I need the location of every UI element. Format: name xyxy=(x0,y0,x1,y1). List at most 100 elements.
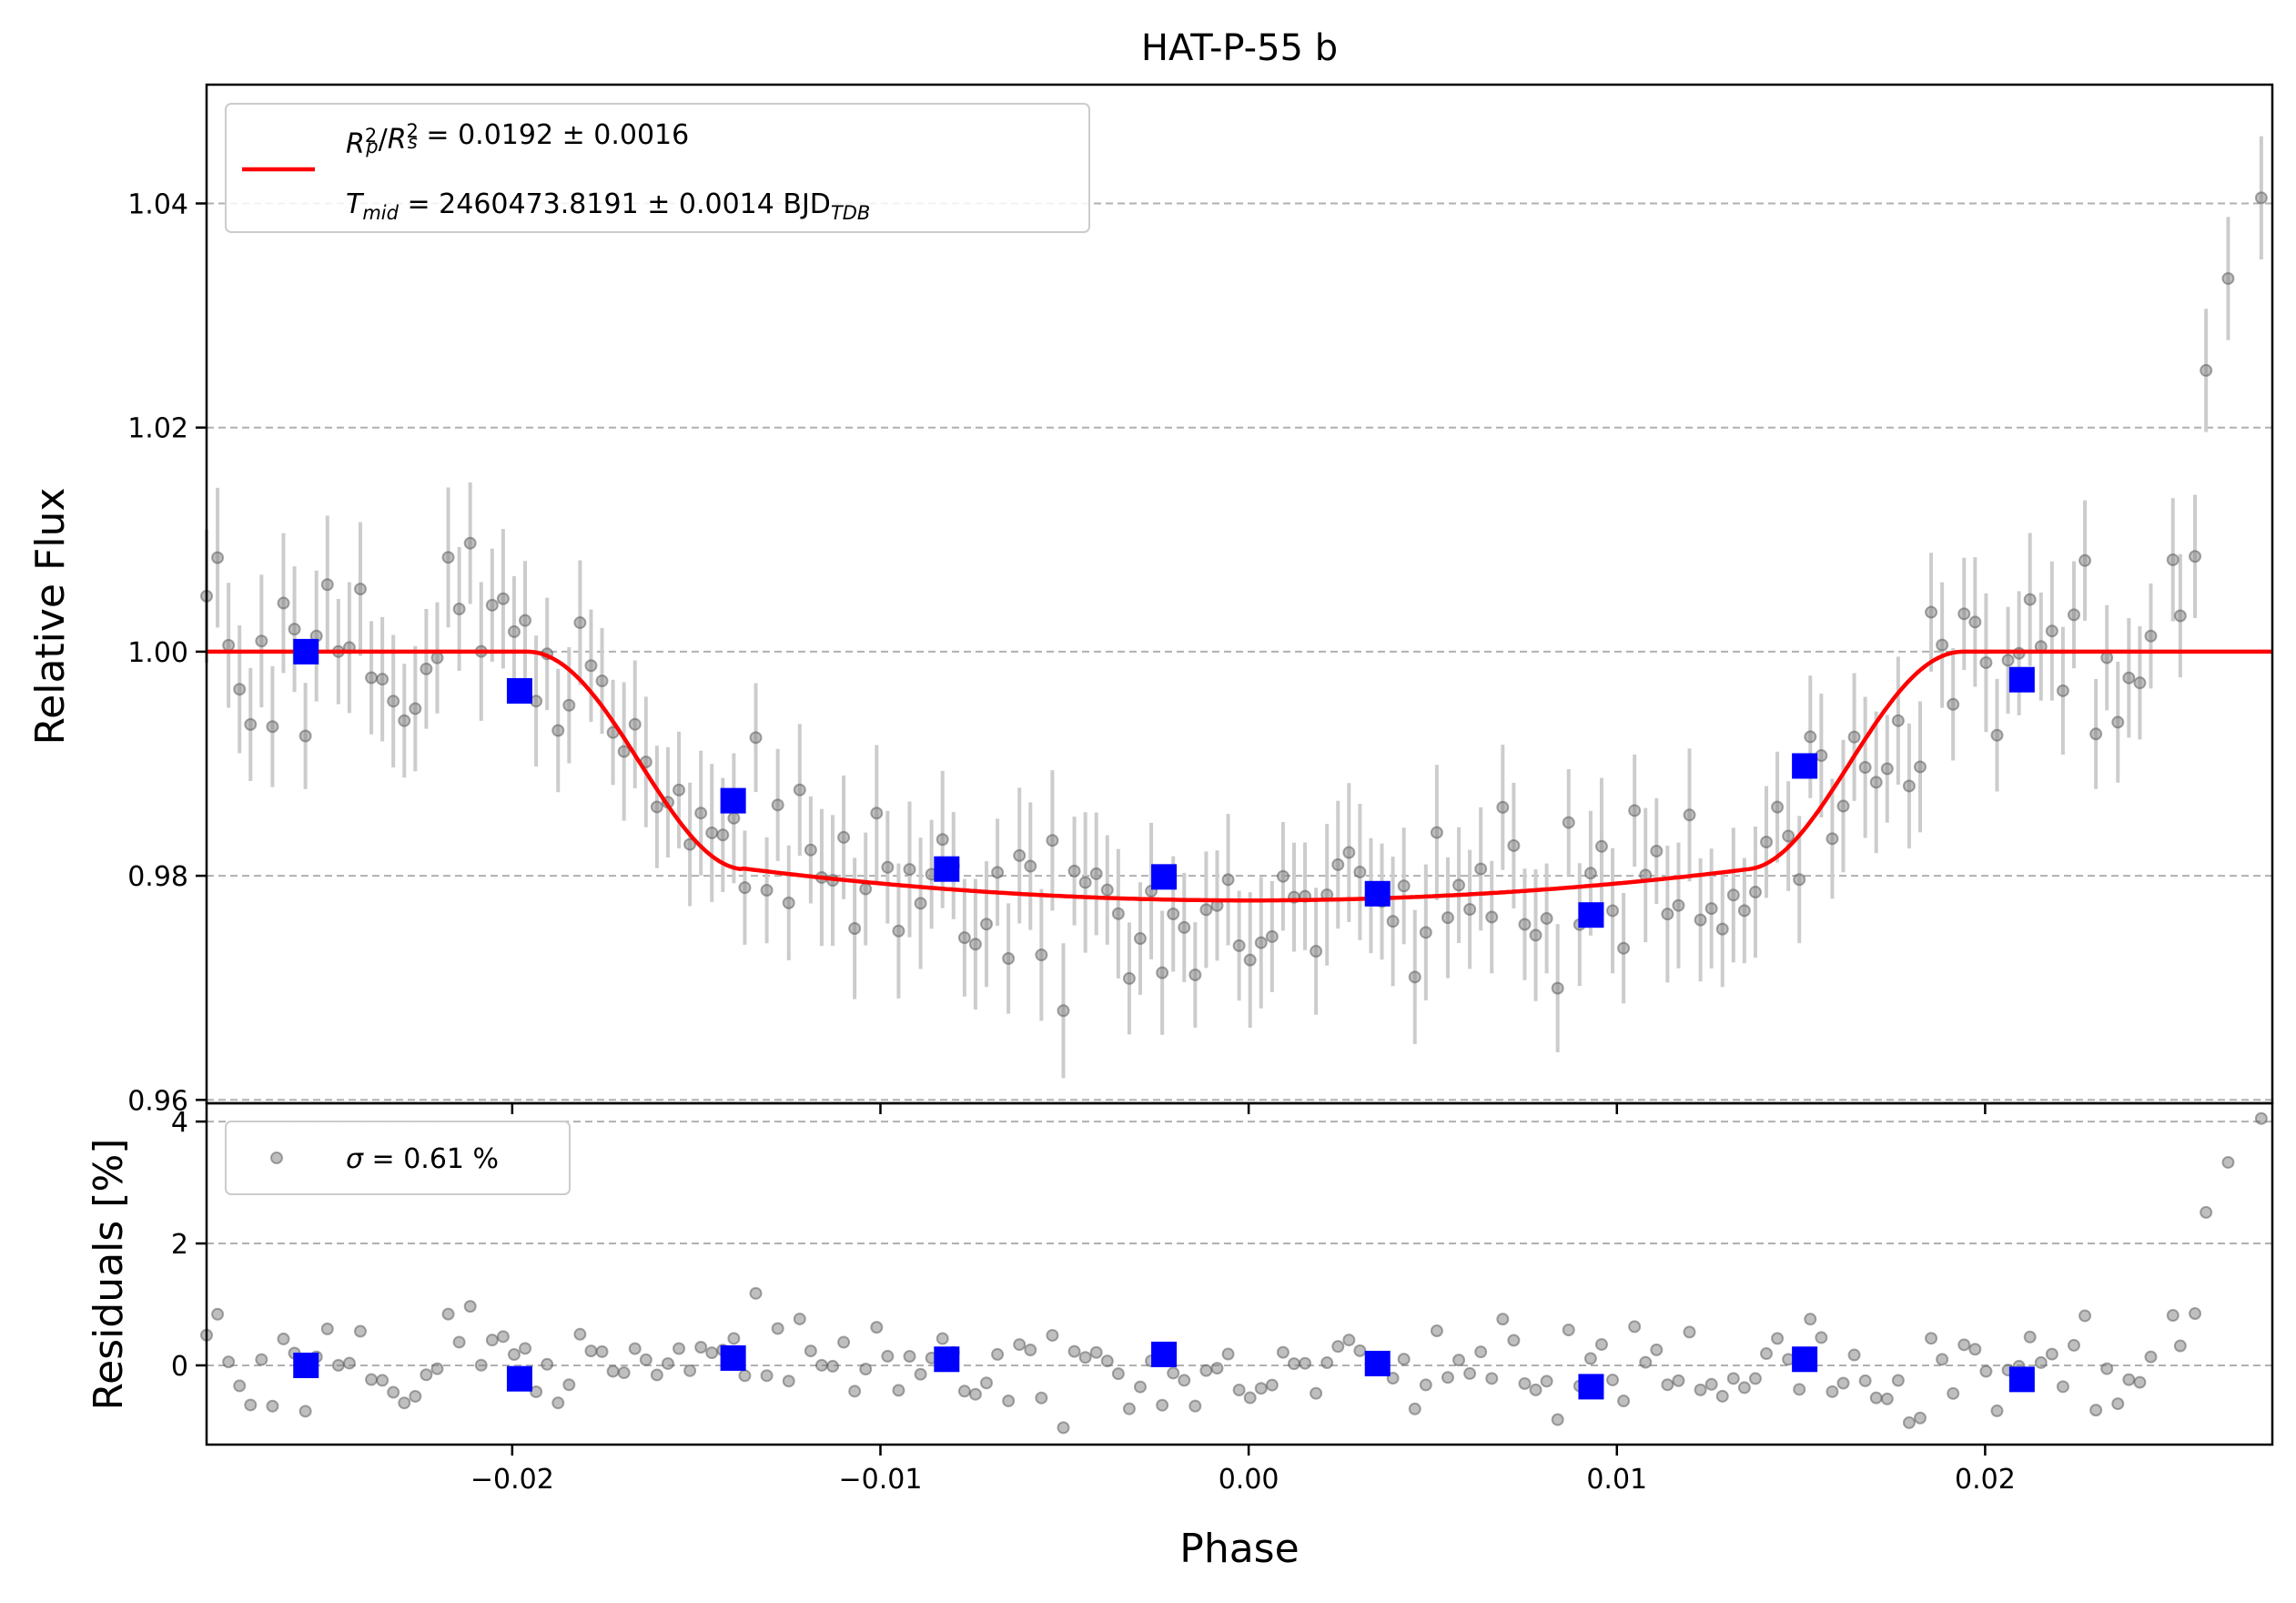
residual-point xyxy=(2221,1155,2235,1169)
residual-point xyxy=(980,1376,994,1390)
x-tick-label: 0.01 xyxy=(1586,1464,1647,1496)
residual-point xyxy=(1551,1413,1564,1426)
residual-point xyxy=(1111,1367,1125,1381)
flux-binned-marker xyxy=(1792,753,1818,779)
flux-point xyxy=(1353,865,1367,878)
flux-point xyxy=(519,614,532,627)
residual-point xyxy=(1858,1374,1872,1387)
flux-points xyxy=(200,191,2268,1018)
flux-point xyxy=(1880,762,1894,776)
flux-point xyxy=(1002,952,1016,966)
residual-point xyxy=(1188,1399,1202,1413)
flux-point xyxy=(980,918,994,931)
flux-point xyxy=(595,675,609,688)
residual-point xyxy=(1968,1343,1982,1356)
residual-point xyxy=(409,1389,422,1403)
residuals-legend: σ = 0.61 % xyxy=(225,1121,571,1195)
residual-point xyxy=(1067,1344,1081,1358)
flux-point xyxy=(628,717,642,731)
residual-point xyxy=(1979,1365,1993,1378)
residual-point xyxy=(1035,1391,1048,1405)
flux-y-tick-label: 0.96 xyxy=(127,1085,188,1117)
flux-point xyxy=(2200,363,2213,377)
residual-point xyxy=(1133,1380,1147,1394)
flux-point xyxy=(1342,846,1356,859)
residual-point xyxy=(1221,1347,1235,1361)
residual-point xyxy=(914,1367,927,1381)
residual-point xyxy=(1726,1372,1740,1385)
flux-point xyxy=(1936,638,1949,652)
flux-point xyxy=(1913,760,1927,774)
flux-point xyxy=(420,662,433,675)
residual-point xyxy=(1353,1344,1367,1357)
flux-point xyxy=(1089,867,1103,880)
flux-point xyxy=(1441,911,1454,925)
residual-point xyxy=(2111,1397,2125,1411)
residual-point xyxy=(474,1358,488,1372)
residual-point xyxy=(551,1396,565,1410)
flux-point xyxy=(430,651,444,665)
residual-point xyxy=(606,1365,620,1378)
residual-binned-marker xyxy=(1792,1346,1818,1373)
residual-point xyxy=(903,1350,916,1364)
flux-point xyxy=(1496,800,1510,814)
flux-point xyxy=(1617,941,1631,955)
x-tick-label: 0.02 xyxy=(1955,1464,2016,1496)
flux-point xyxy=(1133,932,1147,946)
residual-point xyxy=(2133,1375,2147,1389)
flux-point xyxy=(562,698,576,712)
flux-point xyxy=(1243,953,1257,967)
residual-point xyxy=(1562,1324,1575,1337)
flux-point xyxy=(2189,550,2202,563)
flux-point xyxy=(1540,911,1553,925)
flux-point xyxy=(1606,904,1620,918)
residual-point xyxy=(673,1342,686,1355)
flux-point xyxy=(2089,727,2103,741)
residual-point xyxy=(211,1307,225,1321)
residual-point xyxy=(485,1334,499,1347)
residual-point xyxy=(705,1346,719,1360)
flux-point xyxy=(617,745,631,758)
residual-point xyxy=(1661,1378,1674,1392)
residual-point xyxy=(628,1342,642,1355)
residual-point xyxy=(1540,1375,1553,1388)
flux-point xyxy=(1815,749,1828,763)
residuals-binned-points xyxy=(293,1341,2035,1400)
flux-point xyxy=(298,729,312,743)
residual-point xyxy=(2023,1330,2037,1344)
flux-point xyxy=(1276,869,1290,883)
residual-point xyxy=(1990,1404,2004,1417)
flux-point xyxy=(738,881,752,895)
flux-point xyxy=(365,671,379,685)
residual-binned-marker xyxy=(720,1344,746,1371)
flux-point xyxy=(1232,938,1246,952)
flux-point xyxy=(376,673,389,686)
residual-point xyxy=(244,1398,258,1412)
residual-point xyxy=(1265,1378,1279,1392)
residual-point xyxy=(1299,1356,1312,1370)
flux-binned-marker xyxy=(1151,864,1178,890)
y-axis-label-flux: Relative Flux xyxy=(27,488,74,746)
flux-point xyxy=(1199,903,1213,917)
flux-point xyxy=(244,717,258,731)
residual-point xyxy=(519,1342,532,1355)
legend-residual-marker xyxy=(270,1152,283,1164)
residual-point xyxy=(1419,1378,1432,1392)
residual-point xyxy=(782,1375,795,1388)
residual-point xyxy=(1002,1394,1016,1407)
residual-point xyxy=(2100,1362,2114,1375)
flux-point xyxy=(749,731,763,745)
flux-point xyxy=(1156,966,1169,979)
legend-depth-label: R2p/R2s = 0.0192 ± 0.0016 xyxy=(346,119,689,160)
residuals-points xyxy=(200,1111,2268,1435)
flux-point xyxy=(1628,804,1642,817)
residual-point xyxy=(1715,1389,1729,1403)
flux-point xyxy=(1793,873,1806,887)
flux-point xyxy=(1551,981,1564,995)
residual-point xyxy=(2144,1350,2158,1364)
residual-point xyxy=(617,1366,631,1380)
residual-point xyxy=(1606,1373,1620,1386)
residual-point xyxy=(1167,1366,1180,1380)
residual-point xyxy=(1529,1383,1542,1396)
